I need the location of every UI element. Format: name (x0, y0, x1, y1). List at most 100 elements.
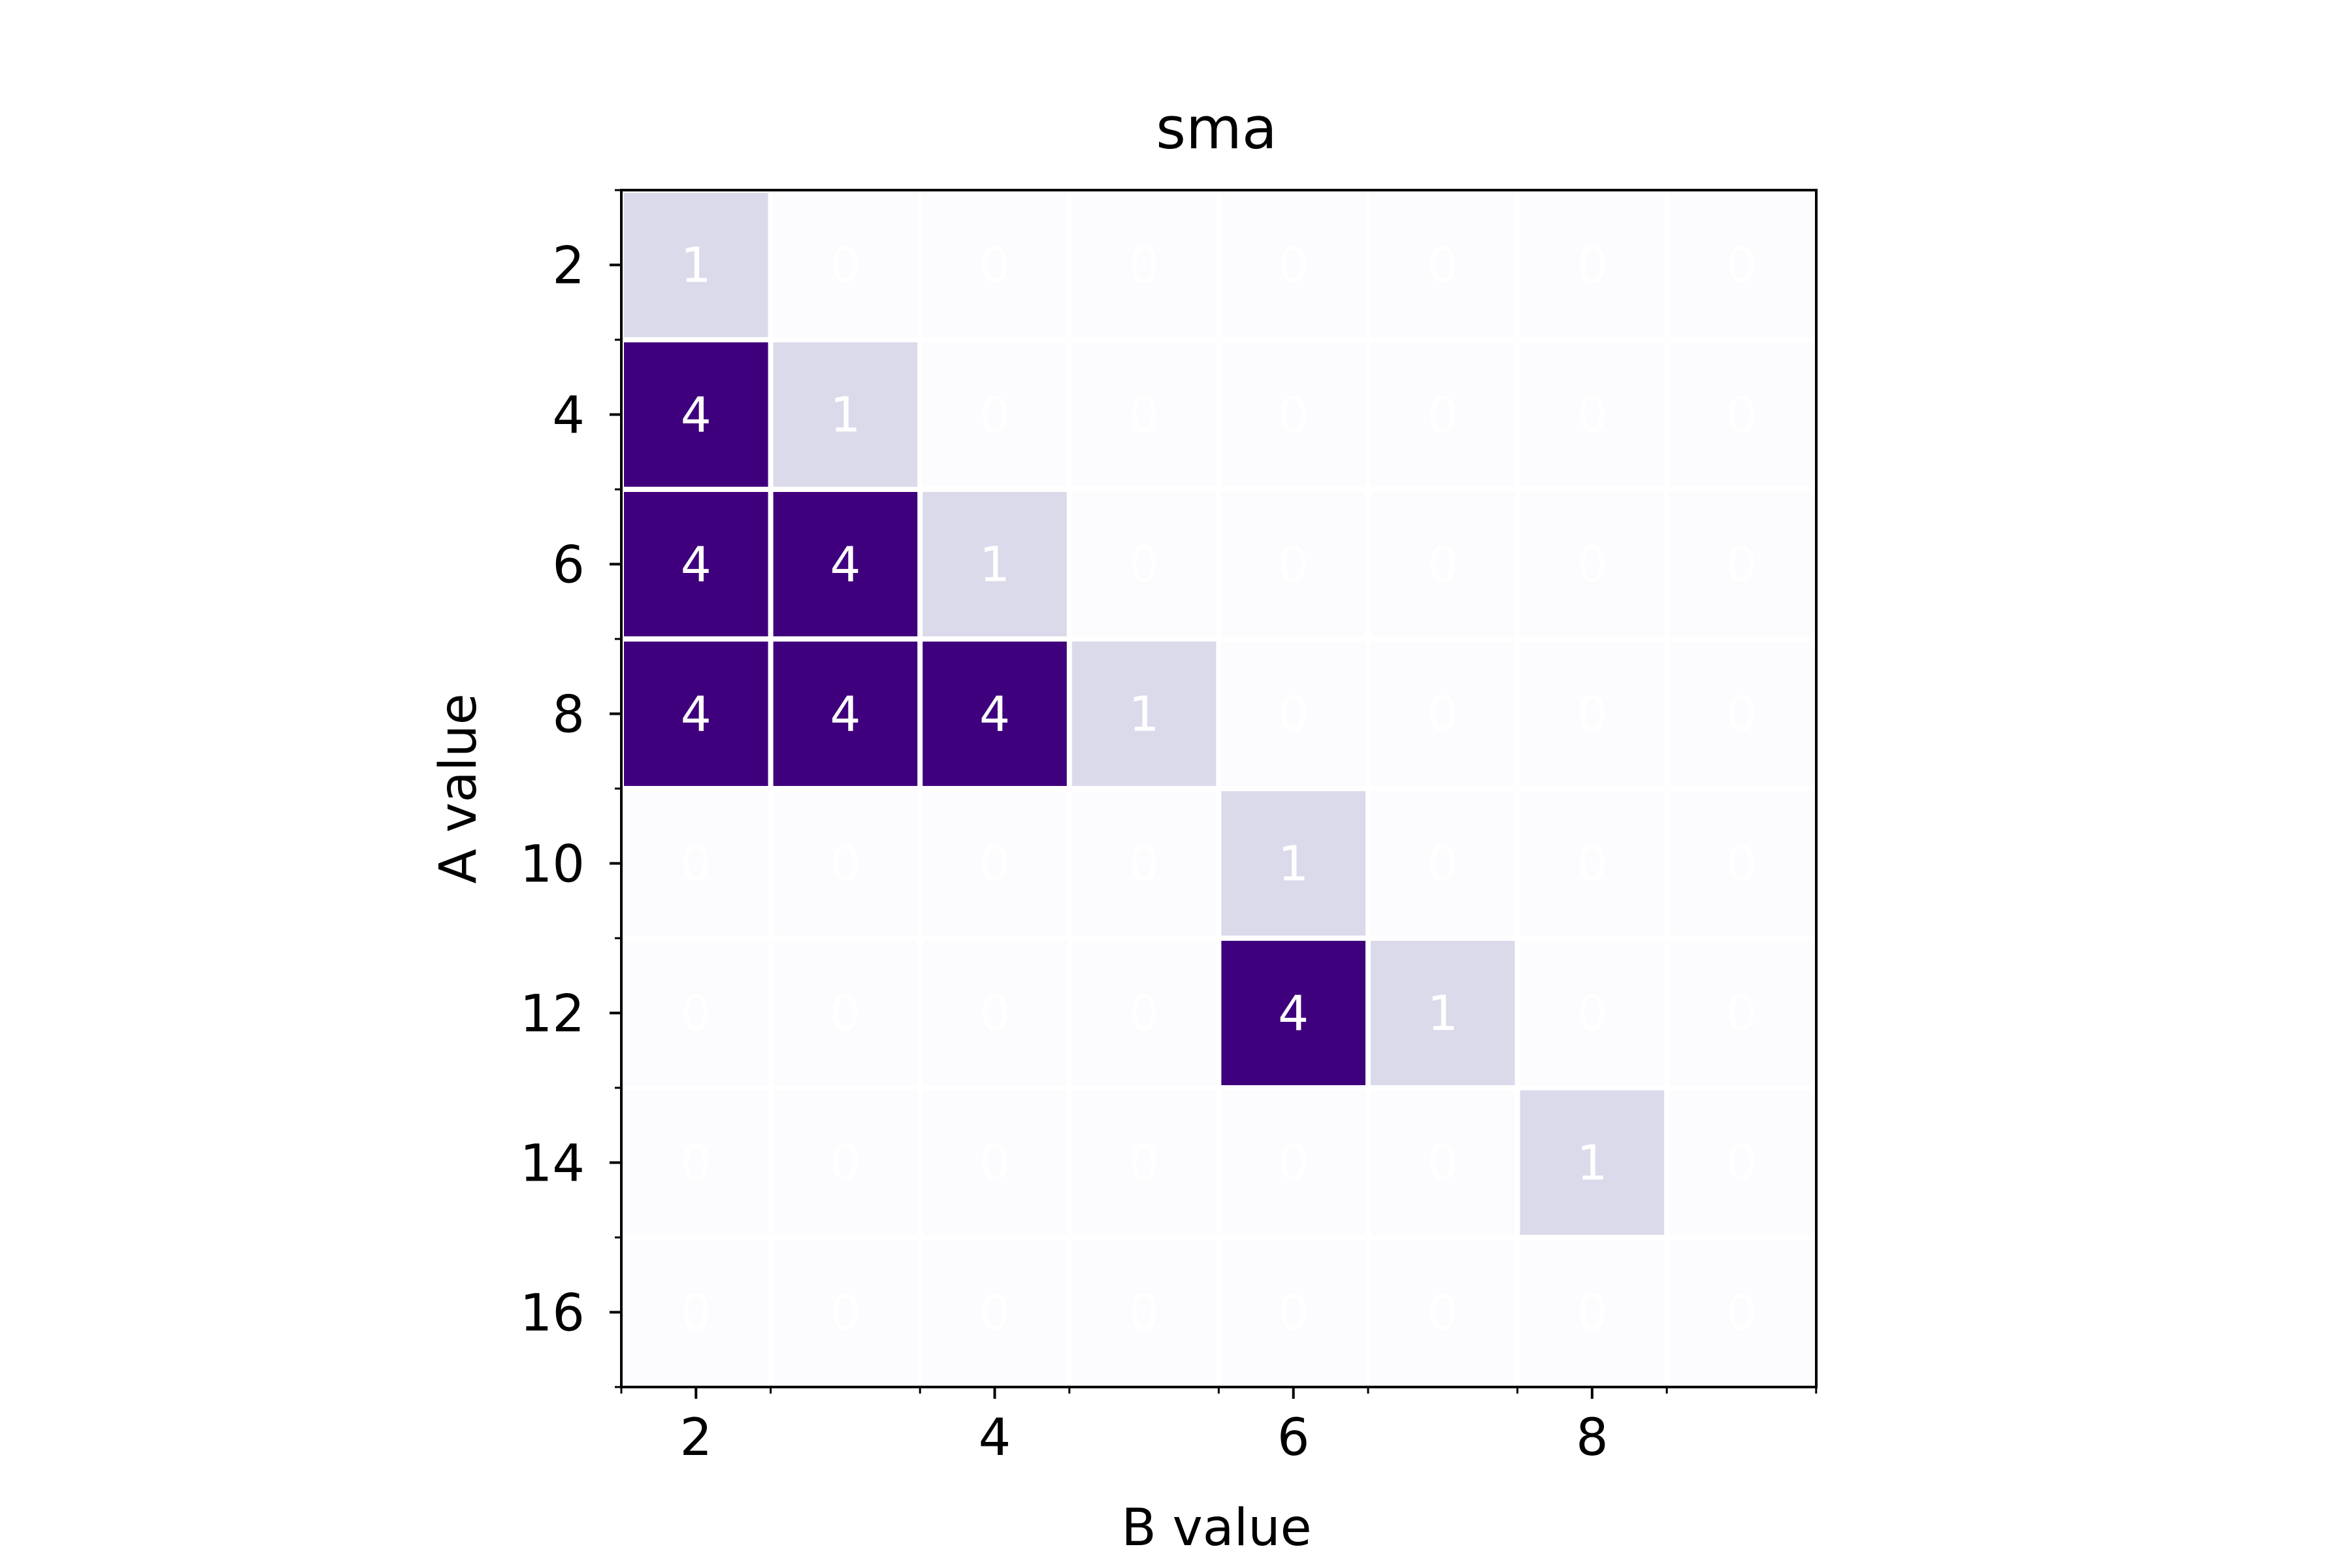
heatmap-cell (1669, 791, 1814, 936)
cell-value-label: 0 (979, 387, 1010, 444)
heatmap-cell (1221, 791, 1365, 936)
cell-value-label: 0 (1129, 1135, 1160, 1192)
heatmap-cell (1221, 342, 1365, 487)
heatmap-cell (1221, 1240, 1365, 1384)
heatmap-cell (624, 791, 768, 936)
cell-value-label: 0 (830, 986, 860, 1042)
heatmap-cell (1520, 492, 1665, 636)
heatmap-cell (923, 1240, 1067, 1384)
cell-value-label: 0 (681, 1285, 711, 1341)
cell-value-label: 1 (1428, 986, 1458, 1042)
cell-value-label: 4 (681, 687, 711, 743)
heatmap-cell (773, 941, 918, 1085)
heatmap-cell (1071, 791, 1217, 936)
heatmap-cell (1071, 642, 1217, 786)
heatmap-cell (624, 492, 768, 636)
heatmap-cell (1371, 642, 1515, 786)
heatmap-cell (1371, 791, 1515, 936)
cell-value-label: 0 (979, 836, 1010, 892)
heatmap-cell (1071, 1090, 1217, 1235)
cell-value-label: 0 (1726, 387, 1757, 444)
cell-value-label: 4 (681, 387, 711, 444)
x-tick-label: 4 (979, 1409, 1011, 1467)
heatmap-cell (773, 492, 918, 636)
heatmap-cell (1520, 1090, 1665, 1235)
cell-value-label: 0 (1129, 836, 1160, 892)
y-tick-label: 16 (520, 1284, 585, 1343)
x-tick-label: 8 (1576, 1409, 1609, 1467)
cell-value-label: 4 (830, 537, 860, 593)
heatmap-cell (624, 941, 768, 1085)
heatmap-cell (1520, 1240, 1665, 1384)
heatmap-cell (1221, 1090, 1365, 1235)
cell-value-label: 1 (979, 537, 1010, 593)
heatmap-cell (1071, 492, 1217, 636)
heatmap-cell (624, 1240, 768, 1384)
x-axis-label: B value (1121, 1499, 1311, 1558)
heatmap-cell (1669, 642, 1814, 786)
heatmap-cell (1221, 492, 1365, 636)
cell-value-label: 0 (1278, 537, 1309, 593)
heatmap-cell (1669, 1090, 1814, 1235)
heatmap-cells: 1 0 0 0 0 0 0 0 4 1 0 0 0 0 0 0 4 4 1 0 0 0 0 0 4 4 4 1 0 0 0 0 0 0 0 0 1 0 0 0… (624, 193, 1814, 1384)
y-axis-label: A value (429, 693, 488, 883)
heatmap-cell (923, 791, 1067, 936)
cell-value-label: 0 (1726, 687, 1757, 743)
heatmap-cell (1520, 342, 1665, 487)
cell-value-label: 0 (1129, 387, 1160, 444)
heatmap-cell (1371, 193, 1515, 337)
heatmap-cell (773, 642, 918, 786)
heatmap-cell (1071, 941, 1217, 1085)
heatmap-cell (1520, 642, 1665, 786)
heatmap-cell (1520, 941, 1665, 1085)
cell-value-label: 0 (1576, 387, 1607, 444)
heatmap-cell (1520, 193, 1665, 337)
cell-value-label: 0 (979, 986, 1010, 1042)
heatmap-cell (773, 1240, 918, 1384)
cell-value-label: 0 (1576, 687, 1607, 743)
heatmap-cell (1221, 642, 1365, 786)
cell-value-label: 0 (1278, 238, 1309, 294)
heatmap-cell (1221, 941, 1365, 1085)
heatmap-cell (1669, 941, 1814, 1085)
cell-value-label: 0 (1726, 1135, 1757, 1192)
heatmap-cell (624, 1090, 768, 1235)
cell-value-label: 1 (681, 238, 711, 294)
heatmap-cell (773, 342, 918, 487)
cell-value-label: 0 (1576, 1285, 1607, 1341)
y-tick-label: 4 (552, 387, 585, 446)
cell-value-label: 0 (1129, 537, 1160, 593)
heatmap-cell (1371, 1090, 1515, 1235)
cell-value-label: 4 (830, 687, 860, 743)
cell-value-label: 0 (979, 1135, 1010, 1192)
heatmap-cell (624, 193, 768, 337)
x-tick-label: 2 (679, 1409, 712, 1467)
cell-value-label: 0 (979, 238, 1010, 294)
cell-value-label: 0 (1278, 387, 1309, 444)
heatmap-cell (923, 642, 1067, 786)
cell-value-label: 0 (979, 1285, 1010, 1341)
heatmap-cell (1371, 342, 1515, 487)
y-tick-label: 2 (552, 237, 585, 296)
cell-value-label: 0 (1428, 238, 1458, 294)
heatmap-cell (1371, 941, 1515, 1085)
heatmap-cell (1520, 791, 1665, 936)
cell-value-label: 0 (1129, 986, 1160, 1042)
cell-value-label: 0 (1726, 986, 1757, 1042)
cell-value-label: 0 (830, 836, 860, 892)
cell-value-label: 0 (1278, 1135, 1309, 1192)
heatmap-cell (773, 791, 918, 936)
cell-value-label: 0 (1576, 238, 1607, 294)
cell-value-label: 0 (1428, 836, 1458, 892)
x-tick-label: 6 (1277, 1409, 1310, 1467)
cell-value-label: 4 (1278, 986, 1309, 1042)
cell-value-label: 1 (1129, 687, 1160, 743)
cell-value-label: 0 (1576, 537, 1607, 593)
cell-value-label: 0 (1726, 238, 1757, 294)
cell-value-label: 4 (979, 687, 1010, 743)
cell-value-label: 0 (1576, 986, 1607, 1042)
heatmap-cell (1371, 1240, 1515, 1384)
y-tick-label: 6 (552, 536, 585, 595)
cell-value-label: 1 (1278, 836, 1309, 892)
